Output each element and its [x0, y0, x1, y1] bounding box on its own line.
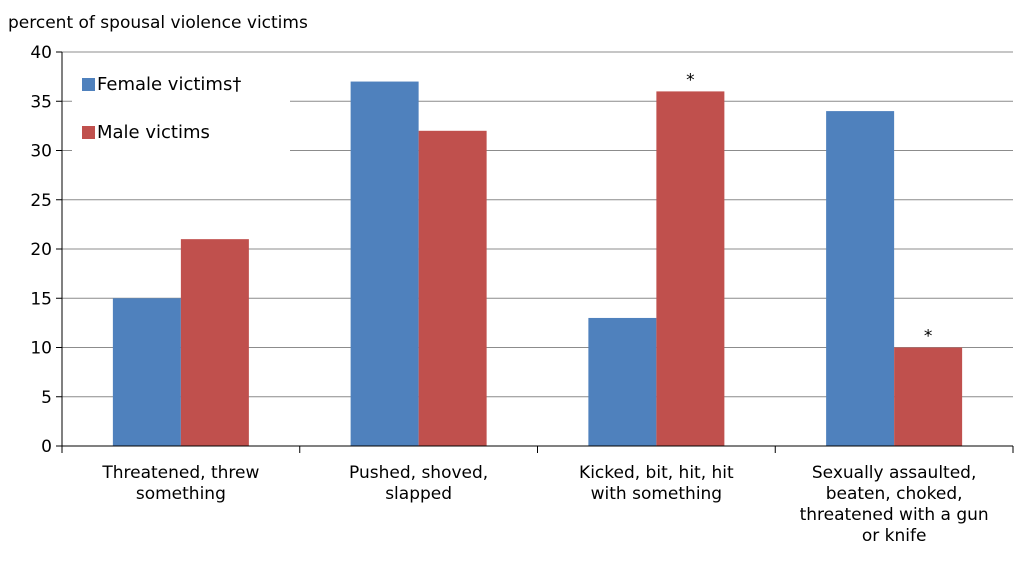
y-tick-label: 40 — [30, 43, 52, 63]
bar — [656, 91, 725, 447]
x-category-label: Pushed, shoved, — [349, 463, 488, 483]
bar-annotation: * — [924, 327, 933, 347]
y-tick-label: 10 — [30, 339, 52, 359]
x-category-label: slapped — [385, 484, 452, 504]
legend-swatch — [82, 78, 95, 91]
x-category-label: or knife — [862, 526, 927, 546]
legend: Female victims† Male victims — [72, 66, 290, 152]
x-category-label: Sexually assaulted, — [812, 463, 976, 483]
legend-background — [72, 66, 290, 152]
bar — [350, 81, 419, 447]
bar — [826, 111, 895, 446]
y-axis-ticks: 0 5 10 15 20 25 30 35 40 — [30, 43, 62, 457]
x-category-label: beaten, choked, — [826, 484, 963, 504]
bar — [418, 130, 487, 447]
y-tick-label: 20 — [30, 240, 52, 260]
y-tick-label: 5 — [41, 388, 52, 408]
legend-label: Female victims† — [97, 74, 241, 95]
bar-annotations: ** — [686, 70, 932, 346]
y-tick-label: 35 — [30, 92, 52, 112]
x-category-label: with something — [591, 484, 722, 504]
y-tick-label: 30 — [30, 142, 52, 162]
y-axis-title: percent of spousal violence victims — [8, 13, 308, 33]
bars — [112, 81, 963, 447]
bar — [112, 298, 181, 446]
y-tick-label: 25 — [30, 191, 52, 211]
bar-annotation: * — [686, 70, 695, 90]
bar — [588, 317, 657, 446]
x-category-label: something — [136, 484, 226, 504]
y-tick-label: 15 — [30, 289, 52, 309]
legend-label: Male victims — [97, 122, 210, 143]
x-category-label: Kicked, bit, hit, hit — [579, 463, 734, 483]
legend-swatch — [82, 126, 95, 139]
bar — [894, 347, 963, 446]
y-tick-label: 0 — [41, 437, 52, 457]
x-category-label: threatened with a gun — [800, 505, 989, 525]
x-category-label: Threatened, threw — [101, 463, 259, 483]
bar — [180, 239, 249, 446]
